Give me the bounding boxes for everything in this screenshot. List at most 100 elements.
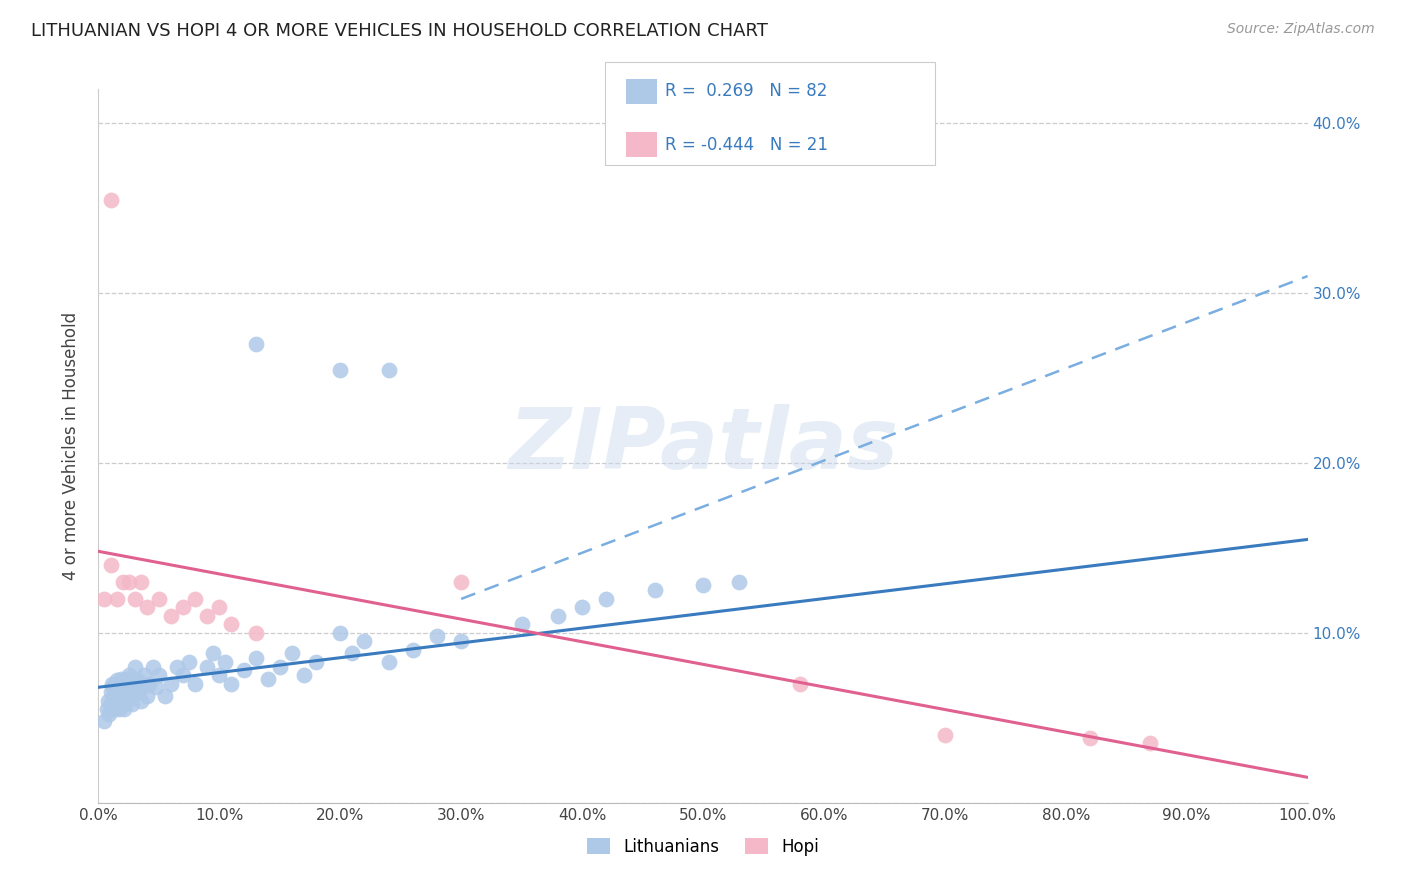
Point <box>195 608 218 623</box>
Point <box>103 702 125 716</box>
Point <box>148 591 170 606</box>
Text: Source: ZipAtlas.com: Source: ZipAtlas.com <box>1227 22 1375 37</box>
Y-axis label: 4 or more Vehicles in Household: 4 or more Vehicles in Household <box>62 312 80 580</box>
Point <box>1078 731 1101 746</box>
Point <box>934 728 956 742</box>
Point <box>377 362 399 376</box>
Point <box>426 629 449 643</box>
Point <box>179 655 201 669</box>
Point <box>269 660 291 674</box>
Point <box>402 643 425 657</box>
Point <box>127 673 149 688</box>
Point <box>118 574 141 589</box>
Point <box>184 591 207 606</box>
Point <box>450 634 472 648</box>
Point <box>214 655 236 669</box>
Point <box>134 668 156 682</box>
Point <box>547 608 569 623</box>
Point <box>121 698 143 712</box>
Point <box>353 634 375 648</box>
Point <box>93 591 115 606</box>
Point <box>377 655 399 669</box>
Point <box>107 694 129 708</box>
Point <box>305 655 328 669</box>
Point <box>1139 736 1161 750</box>
Point <box>142 660 165 674</box>
Point <box>112 702 135 716</box>
Point <box>153 689 176 703</box>
Point <box>644 583 666 598</box>
Point <box>118 689 141 703</box>
Point <box>160 608 183 623</box>
Point <box>101 680 124 694</box>
Point <box>127 685 149 699</box>
Text: R =  0.269   N = 82: R = 0.269 N = 82 <box>665 82 827 100</box>
Point <box>789 677 811 691</box>
Point <box>208 668 231 682</box>
Point <box>131 680 153 694</box>
Point <box>221 617 243 632</box>
Point <box>145 680 167 694</box>
Text: ZIPatlas: ZIPatlas <box>508 404 898 488</box>
Point <box>108 689 131 703</box>
Point <box>450 574 472 589</box>
Point <box>111 574 134 589</box>
Point <box>115 685 138 699</box>
Point <box>245 651 267 665</box>
Point <box>114 677 136 691</box>
Text: R = -0.444   N = 21: R = -0.444 N = 21 <box>665 136 828 153</box>
Point <box>100 193 122 207</box>
Point <box>96 702 118 716</box>
Point <box>122 683 145 698</box>
Point <box>292 668 315 682</box>
Point <box>105 673 128 688</box>
Point <box>104 677 127 691</box>
Point <box>124 660 146 674</box>
Point <box>105 685 128 699</box>
Point <box>118 668 141 682</box>
Point <box>202 646 225 660</box>
Point <box>100 677 122 691</box>
Point <box>281 646 304 660</box>
Point <box>108 698 131 712</box>
Point <box>208 600 231 615</box>
Point <box>510 617 533 632</box>
Point <box>329 626 352 640</box>
Point <box>110 672 132 686</box>
Point <box>124 672 146 686</box>
Point <box>108 702 131 716</box>
Point <box>728 574 751 589</box>
Point <box>100 558 122 572</box>
Point <box>104 698 127 712</box>
Point <box>160 677 183 691</box>
Point <box>100 685 122 699</box>
Point <box>101 694 124 708</box>
Legend: Lithuanians, Hopi: Lithuanians, Hopi <box>581 831 825 863</box>
Point <box>129 574 152 589</box>
Point <box>110 683 132 698</box>
Point <box>342 646 364 660</box>
Point <box>571 600 593 615</box>
Point <box>129 694 152 708</box>
Text: LITHUANIAN VS HOPI 4 OR MORE VEHICLES IN HOUSEHOLD CORRELATION CHART: LITHUANIAN VS HOPI 4 OR MORE VEHICLES IN… <box>31 22 768 40</box>
Point <box>108 677 131 691</box>
Point <box>114 698 136 712</box>
Point <box>184 677 207 691</box>
Point <box>166 660 188 674</box>
Point <box>117 694 139 708</box>
Point <box>98 707 121 722</box>
Point <box>103 690 125 705</box>
Point <box>107 680 129 694</box>
Point <box>135 600 157 615</box>
Point <box>595 591 617 606</box>
Point <box>120 677 142 691</box>
Point <box>256 672 278 686</box>
Point <box>111 694 134 708</box>
Point <box>138 677 160 691</box>
Point <box>221 677 243 691</box>
Point <box>172 600 194 615</box>
Point <box>172 668 194 682</box>
Point <box>112 689 135 703</box>
Point <box>100 698 122 712</box>
Point <box>111 680 134 694</box>
